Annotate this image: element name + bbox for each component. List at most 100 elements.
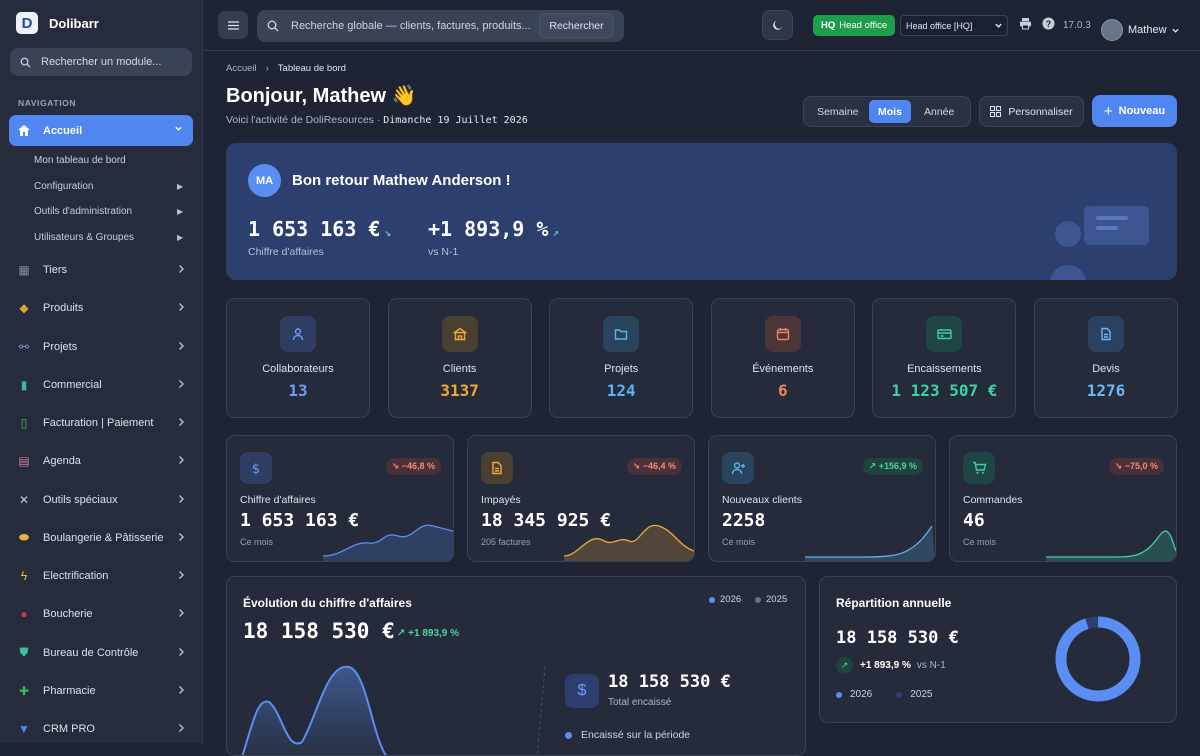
dollar-icon: $ [240, 452, 272, 484]
legend-2026[interactable]: 2026 [709, 594, 741, 605]
avatar [1101, 19, 1123, 41]
printer-icon[interactable] [1019, 17, 1032, 30]
sparkline [564, 524, 694, 561]
stat-label: Clients [442, 363, 477, 375]
chevron-right-icon [179, 571, 184, 579]
theme-toggle-button[interactable] [762, 10, 793, 40]
donut-slice-2026 [1055, 616, 1141, 702]
distribution-growth: ↗ +1 893,9 % vs N-1 [836, 657, 946, 674]
series-2026-area [242, 666, 386, 755]
stat-card[interactable]: Encaissements 1 123 507 € [872, 298, 1017, 418]
sparkline [1046, 530, 1176, 561]
sidebar-item-boucherie[interactable]: ● Boucherie [17, 604, 187, 624]
trend-badge: ↘ −75,0 % [1108, 458, 1164, 475]
calendar-icon: ▤ [18, 454, 30, 469]
invoice-icon: ▯ [20, 416, 28, 430]
sidebar-item-boulangerie-p-tisserie[interactable]: ⬬ Boulangerie & Pâtisserie [17, 528, 187, 548]
sidebar-item-outils-sp-ciaux[interactable]: ✕ Outils spéciaux [17, 490, 187, 510]
customize-button[interactable]: Personnaliser [979, 96, 1084, 127]
home-icon [18, 125, 30, 136]
stat-card[interactable]: Clients 3137 [387, 298, 532, 418]
sidebar-subitem[interactable]: Mon tableau de bord [34, 155, 126, 166]
hero-growth-value: +1 893,9 % ↗ [428, 217, 560, 241]
stat-value: 13 [288, 381, 308, 400]
kpi-card[interactable]: ↘ −46,4 % Impayés 18 345 925 € 205 factures [467, 435, 695, 562]
sidebar-item-electrification[interactable]: ϟ Electrification [17, 566, 187, 586]
sidebar-item-tiers[interactable]: ▦ Tiers [17, 260, 187, 280]
legend-2026[interactable]: 2026 2025 [836, 689, 933, 700]
breadcrumb-current: Tableau de bord [277, 63, 346, 74]
kpi-card[interactable]: $ ↘ −46,8 % Chiffre d'affaires 1 653 163 € C… [226, 435, 454, 562]
tools-icon: ✕ [18, 492, 30, 507]
chevron-right-icon [179, 532, 184, 541]
bread-icon: ⬬ [18, 530, 30, 545]
panel-title: Évolution du chiffre d'affaires [243, 596, 412, 610]
sidebar-item-produits[interactable]: ◆ Produits [17, 298, 187, 318]
trend-badge: ↘ −46,4 % [626, 458, 682, 475]
hero-revenue-value: 1 653 163 € ↘ [248, 217, 392, 241]
dashboard-illustration [1050, 206, 1149, 280]
search-button[interactable]: Rechercher [539, 13, 614, 38]
kpi-card[interactable]: ↗ +156,9 % Nouveaux clients 2258 Ce mois [708, 435, 936, 562]
stat-value: 124 [606, 381, 636, 400]
sidebar-item-accueil[interactable]: Accueil [9, 115, 193, 146]
sidebar-item-crm-pro[interactable]: ▼ CRM PRO [17, 719, 187, 739]
sidebar-item-projets[interactable]: ⚯ Projets [17, 337, 187, 357]
stat-label: Projets [604, 363, 639, 375]
caret-right-icon: ▶ [177, 207, 184, 216]
sidebar-subitem[interactable]: Utilisateurs & Groupes ▶ [34, 231, 184, 243]
help-icon[interactable]: ? [1042, 17, 1055, 30]
hero-revenue-label: Chiffre d'affaires [248, 246, 324, 258]
module-search-placeholder: Rechercher un module... [41, 56, 162, 68]
breadcrumb-home[interactable]: Accueil [226, 63, 257, 74]
period-week[interactable]: Semaine [817, 105, 859, 118]
chevron-right-icon [179, 724, 184, 732]
user-menu[interactable]: Mathew [1101, 19, 1180, 41]
series-2026-line [241, 665, 387, 755]
sidebar-subitem[interactable]: Outils d'administration ▶ [34, 206, 184, 217]
sidebar-item-commercial[interactable]: ▮ Commercial [17, 375, 187, 395]
kpi-card[interactable]: ↘ −75,0 % Commandes 46 Ce mois [949, 435, 1177, 562]
dolibarr-logo[interactable]: D [16, 12, 38, 34]
chevron-right-icon [179, 609, 184, 618]
sidebar-item-facturation-paiement[interactable]: ▯ Facturation | Paiement [17, 413, 187, 433]
kpi-value: 1 653 163 € [240, 510, 360, 531]
stat-label: Collaborateurs [262, 363, 334, 375]
document-icon [481, 452, 513, 484]
legend-2025[interactable]: 2025 [755, 594, 787, 605]
sidebar-item-agenda[interactable]: ▤ Agenda [17, 451, 187, 471]
project-icon: ⚯ [18, 339, 30, 354]
cross-icon: ✚ [18, 683, 30, 698]
period-year[interactable]: Année [923, 105, 955, 118]
sidebar-item-bureau-de-contr-le[interactable]: ⛊ Bureau de Contrôle [17, 643, 187, 663]
stat-card[interactable]: Événements 6 [710, 298, 855, 418]
global-search-placeholder: Recherche globale — clients, factures, p… [291, 20, 531, 32]
trend-badge: ↗ +156,9 % [862, 458, 923, 475]
kpi-label: Commandes [963, 494, 1023, 506]
meat-icon: ● [20, 607, 28, 622]
stat-value: 1 123 507 € [891, 381, 998, 400]
entity-select[interactable]: Head office [HQ] [900, 15, 1008, 36]
stat-card[interactable]: Collaborateurs 13 [226, 298, 370, 418]
menu-toggle-button[interactable] [218, 11, 248, 39]
brand-name: Dolibarr [49, 16, 99, 31]
stat-card[interactable]: Devis 1276 [1034, 298, 1178, 418]
sidebar-item-pharmacie[interactable]: ✚ Pharmacie [17, 681, 187, 701]
cart-icon [963, 452, 995, 484]
sidebar-subitem[interactable]: Configuration ▶ [34, 180, 184, 192]
crm-icon: ▼ [18, 722, 30, 736]
lightning-icon: ϟ [20, 569, 28, 583]
welcome-message: Bon retour Mathew Anderson ! [292, 172, 511, 189]
period-month[interactable]: Mois [868, 100, 912, 123]
stat-card[interactable]: Projets 124 [549, 298, 694, 418]
moon-icon [773, 20, 783, 30]
nav-section-title: NAVIGATION [18, 98, 77, 108]
kpi-label: Chiffre d'affaires [240, 494, 316, 506]
add-user-icon [722, 452, 754, 484]
new-button[interactable]: + Nouveau [1092, 95, 1177, 127]
module-search-input[interactable]: Rechercher un module... [10, 48, 192, 76]
annual-distribution-panel: Répartition annuelle 18 158 530 € ↗ +1 89… [819, 576, 1177, 723]
global-search-input[interactable]: Recherche globale — clients, factures, p… [257, 10, 624, 42]
chevron-down-icon [175, 126, 182, 131]
search-icon [267, 20, 279, 32]
